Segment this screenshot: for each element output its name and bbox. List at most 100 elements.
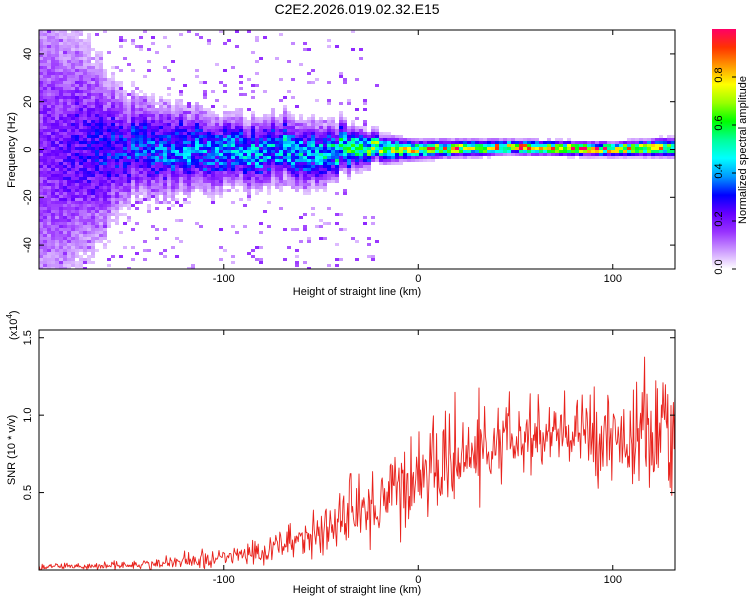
spectrogram-cell [135,123,139,126]
spectrogram-cell [375,138,379,141]
spectrogram-cell [99,75,103,78]
spectrogram-cell [339,102,343,105]
spectrogram-cell [243,177,247,180]
spectrogram-cell [203,126,207,129]
spectrogram-cell [615,141,619,144]
spectrogram-cell [47,213,51,216]
spectrogram-cell [163,153,167,156]
spectrogram-cell [95,87,99,90]
spectrogram-cell [171,168,175,171]
spectrogram-cell [659,147,663,150]
spectrogram-cell [127,141,131,144]
spectrogram-cell [227,159,231,162]
spectrogram-cell [179,102,183,105]
spectrogram-cell [455,150,459,153]
spectrogram-cell [91,156,95,159]
spectrogram-cell [67,39,71,42]
spectrogram-cell [83,219,87,222]
spectrogram-cell [195,183,199,186]
spectrogram-cell [111,126,115,129]
spectrogram-cell [47,36,51,39]
spectrogram-cell [379,153,383,156]
spectrogram-cell [471,144,475,147]
spectrogram-cell [91,63,95,66]
spectrogram-cell [67,231,71,234]
spectrogram-cell [123,159,127,162]
spectrogram-cell [55,126,59,129]
spectrogram-cell [147,162,151,165]
spectrogram-cell [235,177,239,180]
spectrogram-cell [95,192,99,195]
spectrogram-cell [135,171,139,174]
spectrogram-cell [119,120,123,123]
spectrogram-cell [419,153,423,156]
spectrogram-cell [291,132,295,135]
spectrogram-cell [375,144,379,147]
spectrogram-y-label: Frequency (Hz) [6,112,18,188]
spectrogram-cell [67,63,71,66]
spectrogram-cell [95,108,99,111]
spectrogram-cell [595,156,599,159]
spectrogram-cell [259,171,263,174]
spectrogram-cell [47,78,51,81]
colorbar-tick-label: 0.2 [713,211,725,226]
spectrogram-cell [79,105,83,108]
spectrogram-cell [343,123,347,126]
spectrogram-cell [167,189,171,192]
spectrogram-cell [67,213,71,216]
spectrogram-cell [91,210,95,213]
spectrogram-cell [219,180,223,183]
spectrogram-cell [231,159,235,162]
spectrogram-cell [263,165,267,168]
spectrogram-cell [67,237,71,240]
spectrogram-cell [351,156,355,159]
spectrogram-cell [195,222,199,225]
spectrogram-cell [143,183,147,186]
spectrogram-cell [43,135,47,138]
spectrogram-cell [79,234,83,237]
spectrogram-cell [583,156,587,159]
spectrogram-cell [83,234,87,237]
spectrogram-cell [343,135,347,138]
spectrogram-cell [375,84,379,87]
spectrogram-cell [279,138,283,141]
spectrogram-cell [343,165,347,168]
spectrogram-cell [91,72,95,75]
spectrogram-cell [91,144,95,147]
spectrogram-cell [379,138,383,141]
spectrogram-cell [55,60,59,63]
spectrogram-cell [115,96,119,99]
spectrogram-cell [595,144,599,147]
spectrogram-cell [55,132,59,135]
spectrogram-cell [91,141,95,144]
spectrogram-cell [175,102,179,105]
spectrogram-cell [231,141,235,144]
spectrogram-cell [307,267,311,269]
spectrogram-cell [195,186,199,189]
spectrogram-cell [443,153,447,156]
spectrogram-cell [423,138,427,141]
spectrogram-cell [63,159,67,162]
spectrogram-cell [311,141,315,144]
spectrogram-cell [375,135,379,138]
spectrogram-cell [151,141,155,144]
spectrogram-cell [295,249,299,252]
spectrogram-cell [135,186,139,189]
spectrogram-cell [223,174,227,177]
spectrogram-cell [307,168,311,171]
spectrogram-cell [39,183,43,186]
spectrogram-cell [371,138,375,141]
spectrogram-cell [51,48,55,51]
spectrogram-cell [335,180,339,183]
spectrogram-cell [295,183,299,186]
spectrogram-cell [371,147,375,150]
spectrogram-cell [287,165,291,168]
spectrogram-cell [327,180,331,183]
spectrogram-cell [363,141,367,144]
spectrogram-cell [139,111,143,114]
spectrogram-cell [627,156,631,159]
spectrogram-cell [43,228,47,231]
spectrogram-cell [187,189,191,192]
spectrogram-cell [39,180,43,183]
spectrogram-cell [91,174,95,177]
